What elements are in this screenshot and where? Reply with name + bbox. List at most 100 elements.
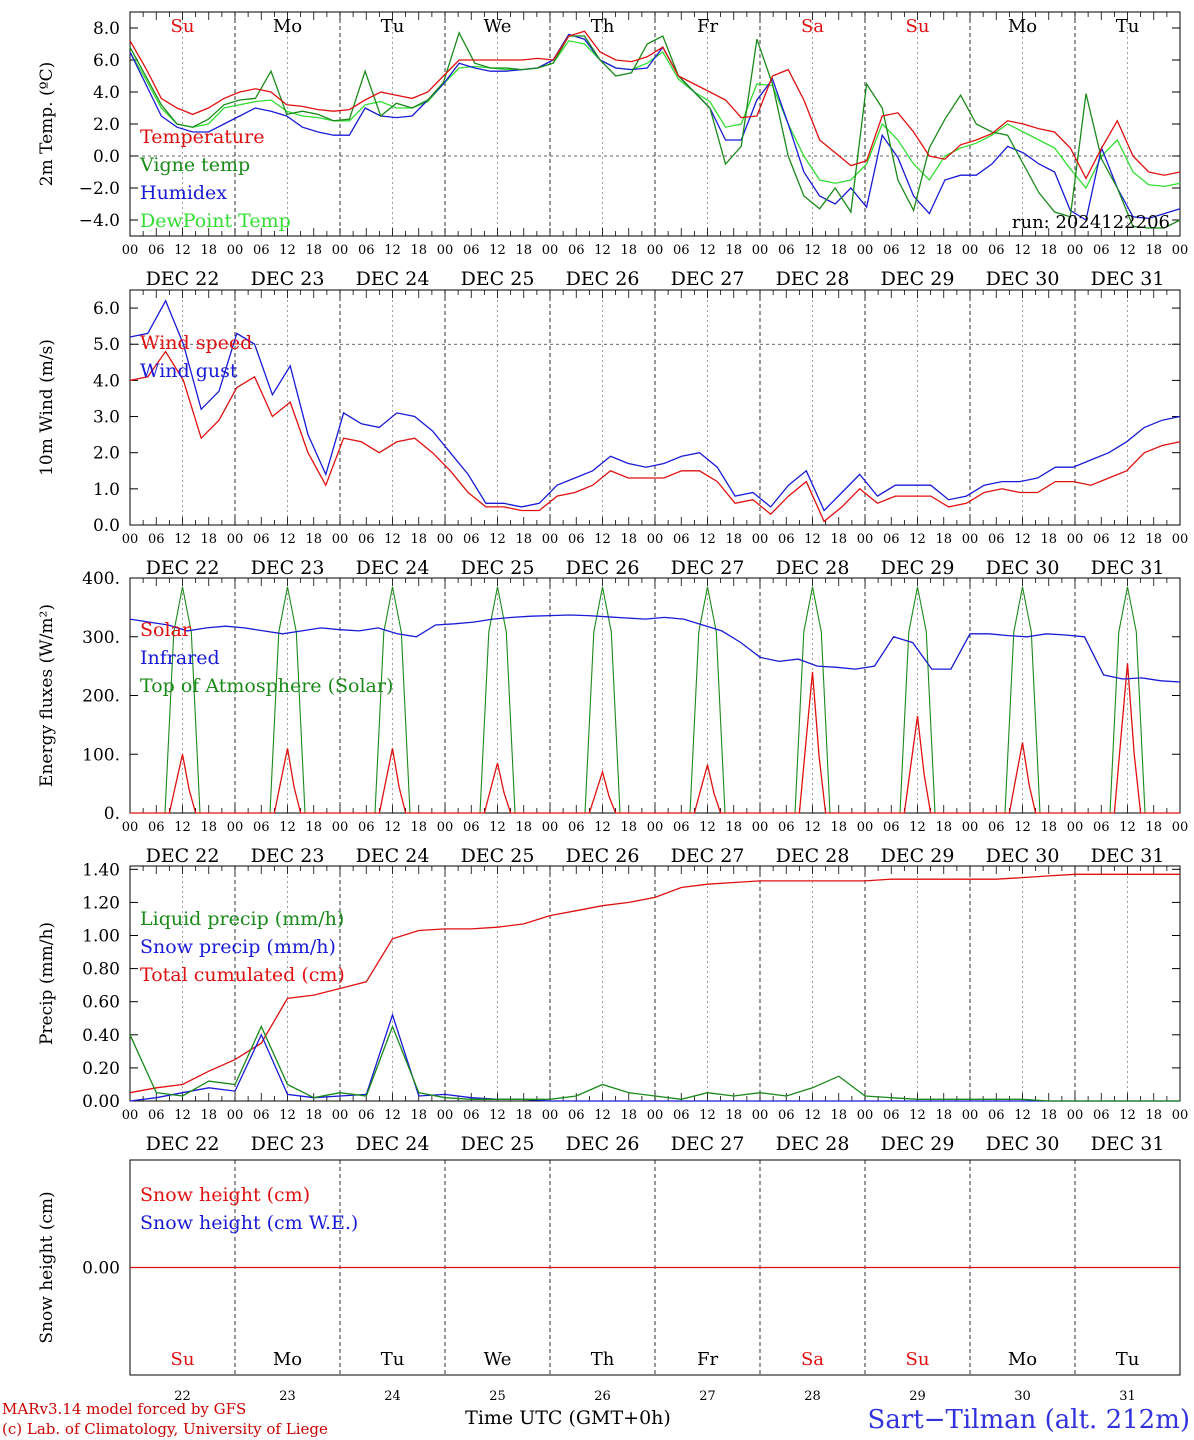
hour-tick-label: 12 — [174, 532, 191, 547]
hour-tick-label: 12 — [804, 1108, 821, 1123]
hour-tick-label: 00 — [542, 243, 559, 258]
hour-tick-label: 06 — [463, 243, 480, 258]
panel-precip: 0.00 0.20 0.40 0.60 0.80 1.00 1.20 1.40 Precip (… — [37, 860, 1188, 1155]
y-tick-label: 0.60 — [82, 993, 120, 1013]
hour-tick-label: 06 — [568, 1108, 585, 1123]
date-label: DEC 22 — [146, 557, 220, 579]
date-label: DEC 23 — [251, 557, 325, 579]
hour-tick-label: 12 — [174, 820, 191, 835]
date-label: DEC 27 — [671, 845, 745, 867]
date-label: DEC 28 — [776, 557, 850, 579]
y-tick-label: 1.20 — [82, 893, 120, 913]
y-tick-label: −2.0 — [79, 179, 120, 199]
day-name-bottom: Mo — [273, 1349, 302, 1370]
hour-tick-label: 12 — [594, 243, 611, 258]
date-label: DEC 30 — [986, 1133, 1060, 1155]
hour-tick-label: 18 — [620, 532, 637, 547]
date-label: DEC 25 — [461, 1133, 535, 1155]
hour-tick-label: 18 — [410, 820, 427, 835]
y-tick-label: 0.0 — [93, 516, 120, 536]
date-label: DEC 31 — [1091, 1133, 1165, 1155]
date-label: DEC 27 — [671, 1133, 745, 1155]
hour-tick-label: 18 — [725, 820, 742, 835]
day-number: 22 — [174, 1389, 191, 1404]
hour-tick-label: 12 — [489, 1108, 506, 1123]
hour-tick-label: 12 — [1119, 820, 1136, 835]
hour-tick-label: 18 — [620, 1108, 637, 1123]
y-axis-label: 2m Temp. (ºC) — [37, 62, 57, 187]
hour-tick-label: 12 — [174, 243, 191, 258]
hour-tick-label: 06 — [778, 1108, 795, 1123]
y-tick-label: 4.0 — [93, 83, 120, 103]
hour-tick-label: 06 — [568, 532, 585, 547]
hour-tick-label: 00 — [1172, 532, 1189, 547]
day-number: 29 — [909, 1389, 926, 1404]
hour-tick-label: 00 — [542, 820, 559, 835]
hour-tick-label: 00 — [1067, 1108, 1084, 1123]
hour-tick-label: 06 — [148, 243, 165, 258]
day-name-top: We — [484, 16, 512, 37]
hour-tick-label: 18 — [935, 532, 952, 547]
hour-tick-label: 06 — [253, 243, 270, 258]
series-line-temperature — [129, 30, 1181, 180]
day-number: 26 — [594, 1389, 611, 1404]
hour-tick-label: 12 — [279, 243, 296, 258]
hour-tick-label: 12 — [384, 1108, 401, 1123]
hour-tick-label: 06 — [358, 820, 375, 835]
day-name-bottom: Su — [906, 1349, 930, 1370]
hour-tick-label: 18 — [305, 1108, 322, 1123]
y-tick-label: 0. — [104, 804, 120, 824]
hour-tick-label: 06 — [253, 1108, 270, 1123]
hour-tick-label: 00 — [332, 243, 349, 258]
hour-tick-label: 18 — [1040, 1108, 1057, 1123]
x-axis-title: Time UTC (GMT+0h) — [465, 1407, 671, 1429]
day-name-bottom: Sa — [801, 1349, 824, 1370]
hour-tick-label: 06 — [673, 243, 690, 258]
day-name-bottom: Fr — [697, 1349, 718, 1370]
hour-tick-label: 18 — [515, 820, 532, 835]
series-line-vigne-temp — [129, 31, 1181, 229]
date-label: DEC 26 — [566, 1133, 640, 1155]
y-tick-label: 5.0 — [93, 335, 120, 355]
hour-tick-label: 18 — [305, 243, 322, 258]
hour-tick-label: 06 — [1093, 1108, 1110, 1123]
hour-tick-label: 12 — [909, 1108, 926, 1123]
hour-tick-label: 06 — [148, 1108, 165, 1123]
series-line-liquid-precip-mm-h- — [129, 1024, 1180, 1102]
date-label: DEC 25 — [461, 557, 535, 579]
series-line-total-cumulated-cm- — [129, 873, 1180, 1094]
hour-tick-label: 12 — [1014, 243, 1031, 258]
hour-tick-label: 00 — [227, 243, 244, 258]
date-label: DEC 30 — [986, 268, 1060, 290]
hour-tick-label: 12 — [1119, 532, 1136, 547]
hour-tick-label: 12 — [279, 1108, 296, 1123]
y-tick-label: 0.40 — [82, 1026, 120, 1046]
hour-tick-label: 00 — [437, 532, 454, 547]
y-tick-label: 0.20 — [82, 1059, 120, 1079]
hour-tick-label: 06 — [778, 243, 795, 258]
day-number: 30 — [1014, 1389, 1031, 1404]
hour-tick-label: 18 — [1145, 820, 1162, 835]
hour-tick-label: 12 — [594, 820, 611, 835]
legend-entry: Liquid precip (mm/h) — [140, 908, 344, 930]
panel-energy: 0. 100. 200. 300. 400. Energy fluxes (W/m²) So… — [37, 569, 1188, 867]
y-tick-label: 1.40 — [82, 860, 120, 880]
day-name-bottom: Tu — [381, 1349, 405, 1370]
hour-tick-label: 18 — [410, 243, 427, 258]
date-label: DEC 30 — [986, 557, 1060, 579]
day-number: 28 — [804, 1389, 821, 1404]
hour-tick-label: 18 — [200, 1108, 217, 1123]
hour-tick-label: 12 — [594, 1108, 611, 1123]
day-number: 25 — [489, 1389, 506, 1404]
y-axis-label: Energy fluxes (W/m²) — [37, 604, 57, 787]
hour-tick-label: 18 — [830, 1108, 847, 1123]
hour-tick-label: 18 — [515, 1108, 532, 1123]
date-label: DEC 25 — [461, 268, 535, 290]
day-name-bottom: We — [484, 1349, 512, 1370]
day-number: 31 — [1119, 1389, 1136, 1404]
hour-tick-label: 00 — [332, 532, 349, 547]
hour-tick-label: 00 — [1172, 1108, 1189, 1123]
hour-tick-label: 18 — [935, 243, 952, 258]
hour-tick-label: 06 — [988, 1108, 1005, 1123]
hour-tick-label: 00 — [542, 1108, 559, 1123]
